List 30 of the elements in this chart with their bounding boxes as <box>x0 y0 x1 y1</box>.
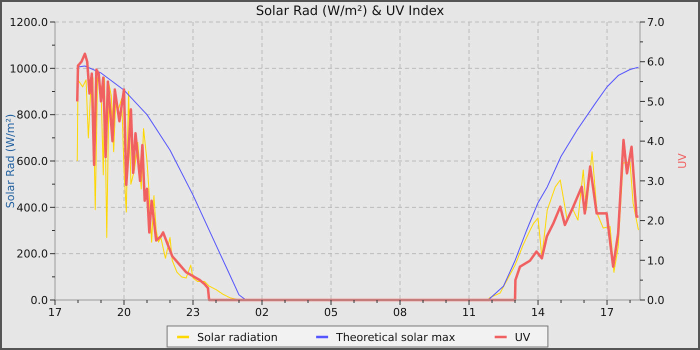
y-tick-label: 1000.0 <box>10 62 48 76</box>
y-tick-label: 600.0 <box>16 155 48 168</box>
x-tick-label: 17 <box>600 306 614 319</box>
y2-tick-label: 4.0 <box>647 135 664 148</box>
x-tick-label: 05 <box>324 306 338 319</box>
x-tick-label: 20 <box>117 306 132 319</box>
chart-title: Solar Rad (W/m²) & UV Index <box>256 4 444 19</box>
y-tick-label: 800.0 <box>16 108 48 122</box>
y2-tick-label: 5.0 <box>647 95 664 108</box>
y2-tick-label: 3.0 <box>647 174 664 188</box>
y2-tick-label: 6.0 <box>647 56 664 69</box>
y2-tick-label: 0.0 <box>647 294 664 307</box>
x-tick-label: 11 <box>462 306 476 319</box>
x-tick-label: 17 <box>48 306 62 319</box>
x-tick-label: 14 <box>531 306 546 319</box>
legend-label: Solar radiation <box>197 331 278 344</box>
y2-axis-title: UV <box>676 152 689 169</box>
x-tick-label: 02 <box>255 306 270 319</box>
y-axis-title: Solar Rad (W/m²) <box>4 114 17 208</box>
y-tick-label: 1200.0 <box>10 16 48 29</box>
y2-tick-label: 2.0 <box>647 214 664 228</box>
y-tick-label: 400.0 <box>16 201 48 214</box>
y-tick-label: 0.0 <box>30 294 48 307</box>
x-tick-label: 23 <box>186 306 200 319</box>
y2-tick-label: 7.0 <box>647 16 664 29</box>
y2-tick-label: 1.0 <box>647 254 664 268</box>
x-tick-label: 08 <box>393 306 408 319</box>
legend-label: UV <box>514 331 531 344</box>
legend-label: Theoretical solar max <box>335 331 456 344</box>
y-tick-label: 200.0 <box>16 248 48 261</box>
